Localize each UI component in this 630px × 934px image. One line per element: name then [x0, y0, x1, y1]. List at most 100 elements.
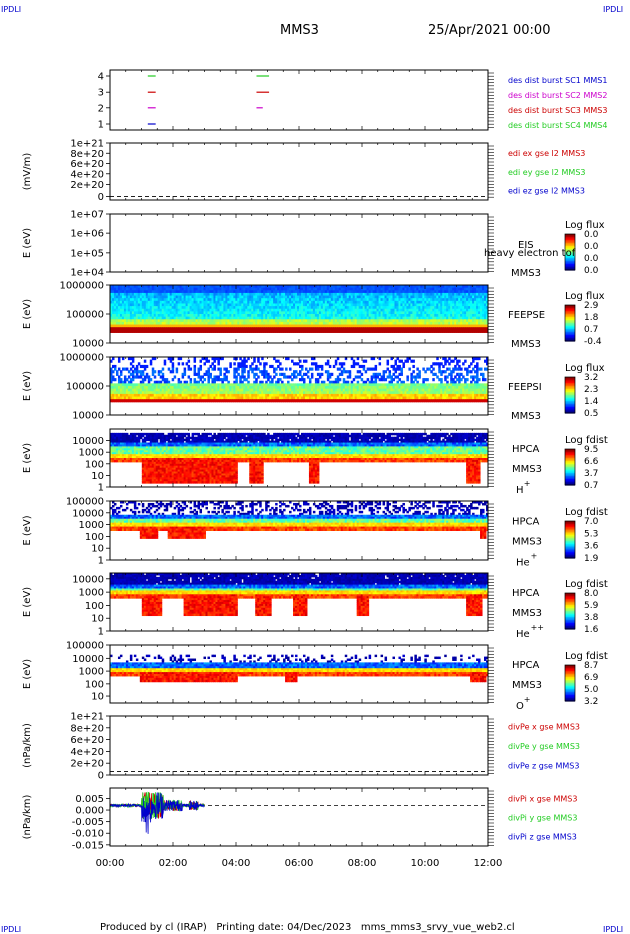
spectrogram-cell	[203, 306, 206, 310]
spectrogram-cell	[265, 292, 268, 297]
spectrogram-cell	[163, 362, 167, 366]
spectrogram-cell	[187, 319, 191, 323]
spectrogram-cell	[302, 316, 306, 320]
spectrogram-cell	[263, 327, 266, 331]
spectrogram-cell	[185, 327, 189, 331]
spectrogram-cell	[141, 290, 145, 294]
spectrogram-cell	[173, 311, 177, 315]
spectrogram-cell	[115, 319, 119, 323]
spectrogram-cell	[299, 295, 302, 299]
spectrogram-cell	[235, 303, 238, 307]
spectrogram-cell	[297, 329, 300, 333]
spectrogram-cell	[159, 306, 163, 310]
spectrogram-cell	[159, 285, 163, 289]
spectrogram-cell	[195, 285, 199, 289]
spectrogram-cell	[308, 290, 312, 294]
spectrogram-cell	[117, 292, 121, 297]
spectrogram-cell	[161, 316, 165, 320]
spectrogram-cell	[145, 327, 149, 331]
spectrogram-cell	[173, 327, 177, 331]
spectrogram-cell	[211, 303, 214, 307]
spectrogram-cell	[293, 290, 296, 294]
spectrogram-cell	[185, 292, 189, 297]
spectrogram-cell	[110, 298, 113, 302]
spectrogram-cell	[299, 298, 302, 302]
spectrogram-cell	[213, 324, 216, 328]
spectrogram-cell	[235, 295, 238, 299]
spectrogram-cell	[273, 300, 276, 304]
y-tick-label: 4e+20	[70, 169, 104, 180]
spectrogram-cell	[147, 287, 151, 291]
spectrogram-cell	[157, 314, 161, 318]
spectrogram-cell	[211, 314, 214, 318]
colorbar-tick-label: 2.9	[584, 301, 599, 311]
spectrogram-cell	[281, 298, 284, 302]
spectrogram-cell	[221, 287, 224, 291]
spectrogram-cell	[259, 308, 262, 312]
spectrogram-cell	[191, 285, 195, 289]
spectrogram-cell	[289, 295, 292, 299]
spectrogram-cell	[263, 298, 266, 302]
spectrogram-cell	[161, 329, 165, 333]
colorbar-swatch	[565, 238, 575, 241]
spectrogram-cell	[283, 303, 286, 307]
spectrogram-cell	[247, 292, 250, 297]
spectrogram-cell	[149, 303, 153, 307]
spectrogram-cell	[175, 319, 179, 323]
spectrogram-cell	[221, 290, 224, 294]
spectrogram-cell	[139, 287, 143, 291]
spectrogram-cell	[197, 327, 201, 331]
spectrogram-cell	[229, 316, 232, 320]
spectrogram-cell	[241, 295, 244, 299]
spectrogram-cell	[231, 308, 234, 312]
spectrogram-cell	[249, 319, 252, 323]
spectrogram-cell	[265, 321, 268, 326]
spectrogram-cell	[310, 314, 314, 318]
spectrogram-cell	[195, 295, 199, 299]
spectrogram-cell	[259, 300, 262, 304]
spectrogram-cell	[283, 295, 286, 299]
spectrogram-cell	[143, 324, 147, 328]
spectrogram-cell	[255, 285, 258, 289]
spectrogram-cell	[137, 316, 141, 320]
spectrogram-cell	[177, 292, 181, 297]
spectrogram-cell	[175, 298, 179, 302]
spectrogram-cell	[110, 295, 113, 299]
spectrogram-cell	[167, 327, 171, 331]
spectrogram-cell	[253, 359, 256, 363]
spectrogram-cell	[299, 300, 302, 304]
spectrogram-cell	[111, 285, 115, 289]
spectrogram-cell	[205, 295, 208, 299]
spectrogram-cell	[205, 311, 208, 315]
spectrogram-cell	[157, 316, 161, 320]
spectrogram-cell	[149, 319, 153, 323]
spectrogram-cell	[167, 306, 171, 310]
spectrogram-cell	[203, 316, 206, 320]
spectrogram-cell	[213, 306, 216, 310]
spectrogram-cell	[115, 300, 119, 304]
spectrogram-cell	[183, 372, 187, 376]
spectrogram-cell	[243, 300, 246, 304]
spectrogram-cell	[151, 290, 155, 294]
spectrogram-cell	[191, 314, 195, 318]
spectrogram-cell	[299, 308, 302, 312]
spectrogram-cell	[171, 287, 175, 291]
spectrogram-cell	[163, 290, 167, 294]
spectrogram-cell	[255, 329, 258, 333]
spectrogram-cell	[269, 321, 272, 326]
spectrogram-cell	[199, 300, 203, 304]
spectrogram-cell	[247, 298, 250, 302]
spectrogram-cell	[227, 298, 230, 302]
spectrogram-cell	[119, 298, 123, 302]
colorbar-swatch	[565, 244, 575, 247]
spectrogram-cell	[205, 308, 208, 312]
spectrogram-cell	[199, 298, 203, 302]
legend-entry: des dist burst SC2 MMS2	[508, 91, 607, 100]
spectrogram-cell	[155, 298, 159, 302]
spectrogram-cell	[175, 321, 179, 326]
spectrogram-cell	[241, 314, 244, 318]
spectrogram-cell	[183, 287, 187, 291]
spectrogram-cell	[153, 324, 157, 328]
spectrogram-cell	[257, 285, 260, 289]
spectrogram-cell	[207, 327, 210, 331]
